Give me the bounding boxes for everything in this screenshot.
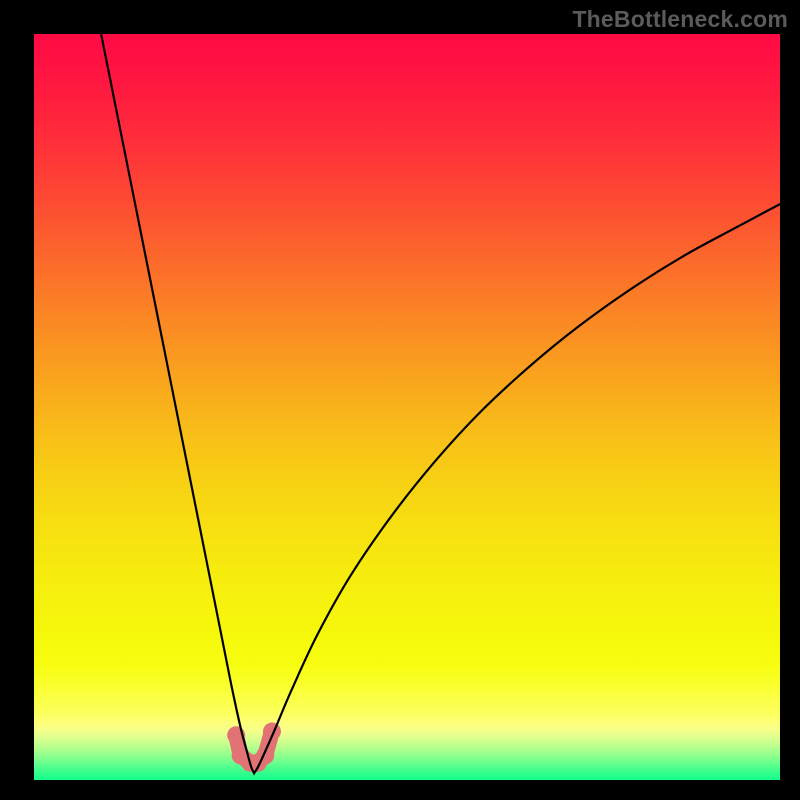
gradient-background	[34, 34, 780, 780]
plot-area	[34, 34, 780, 780]
chart-frame: TheBottleneck.com	[0, 0, 800, 800]
bottleneck-curve-chart	[34, 34, 780, 780]
watermark-text: TheBottleneck.com	[572, 6, 788, 33]
